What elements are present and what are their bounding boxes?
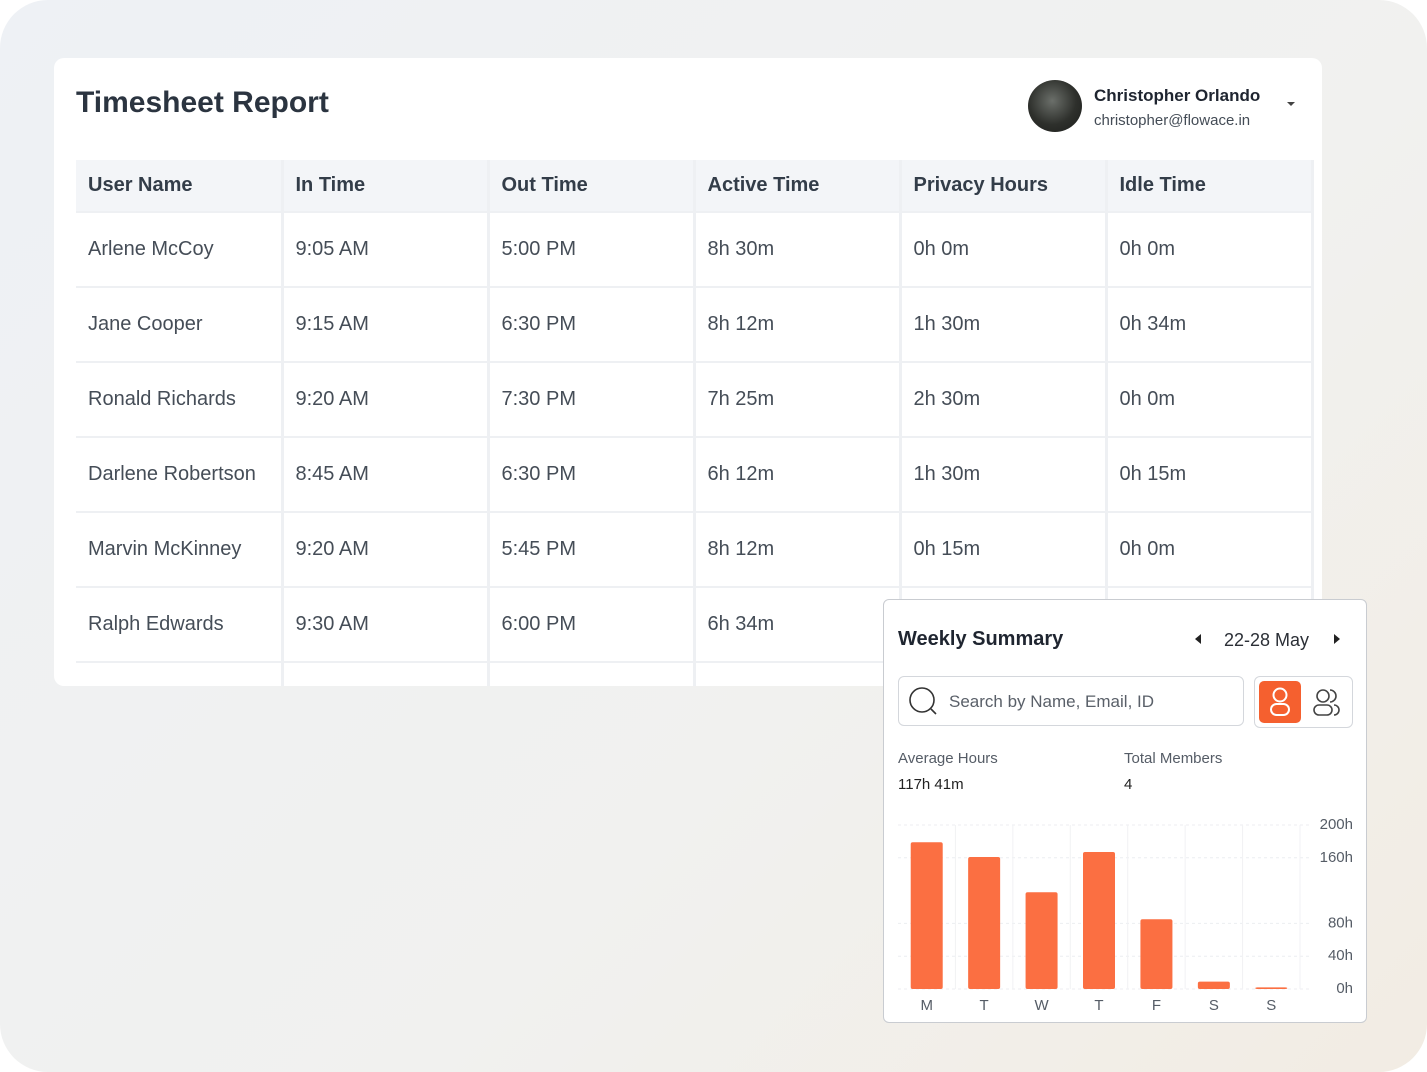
search-icon [909,687,937,715]
table-row: Marvin McKinney 9:20 AM 5:45 PM 8h 12m 0h 15… [76,512,1314,588]
table-row: Darlene Robertson 8:45 AM 6:30 PM 6h 12m 1h … [76,437,1314,513]
user-name: Christopher Orlando [1094,86,1261,105]
bar [1083,852,1115,989]
table-cell: 0h 15m [1106,437,1314,513]
header-row: User Name In Time Out Time Active Time Priva… [76,160,1314,213]
column-header: Idle Time [1106,160,1314,213]
table-cell [282,662,490,686]
stat-value: 117h 41m [898,776,964,793]
summary-title: Weekly Summary [898,628,1064,650]
bar [1255,987,1288,989]
table-cell: 0h 0m [1106,212,1314,288]
column-header: Active Time [694,160,902,213]
bar [910,842,943,989]
column-header: In Time [282,160,490,213]
table-row: Ronald Richards 9:20 AM 7:30 PM 7h 25m 2h 30… [76,362,1314,438]
team-button[interactable] [1309,685,1345,719]
y-tick-label: 0h [1336,980,1353,997]
bar [1025,892,1058,989]
y-tick-label: 160h [1320,849,1353,866]
table-cell: 1h 30m [900,437,1108,513]
column-header: Privacy Hours [900,160,1108,213]
table-cell: 0h 0m [1106,512,1314,588]
table-cell: 5:45 PM [488,512,696,588]
table-cell [76,662,284,686]
single-user-button[interactable] [1259,681,1301,723]
table-cell: 0h 0m [900,212,1108,288]
table-cell: Jane Cooper [76,287,284,363]
next-week[interactable] [1333,634,1341,644]
table-cell: Darlene Robertson [76,437,284,513]
y-tick-label: 40h [1328,947,1353,964]
table-cell: 8h 30m [694,212,902,288]
page-title: Timesheet Report [76,86,329,119]
x-tick-label: S [1209,997,1219,1014]
bar [1197,981,1230,989]
y-tick-label: 200h [1320,816,1353,833]
search-box[interactable]: Search by Name, Email, ID [898,676,1244,726]
table-cell: Ralph Edwards [76,587,284,663]
x-tick-label: M [920,997,933,1014]
table-cell: 2h 30m [900,362,1108,438]
x-tick-label: T [980,997,989,1014]
table-cell: 9:30 AM [282,587,490,663]
table-cell: 6:00 PM [488,587,696,663]
bar [1140,919,1173,989]
table-cell: 8h 12m [694,287,902,363]
dropdown-caret[interactable] [1287,102,1295,106]
table-cell: 8h 12m [694,512,902,588]
avatar[interactable] [1028,80,1082,132]
table-cell: 7h 25m [694,362,902,438]
table-cell [694,662,902,686]
x-tick-label: T [1094,997,1103,1014]
x-tick-label: F [1152,997,1161,1014]
column-header: Out Time [488,160,696,213]
table-cell: 9:15 AM [282,287,490,363]
table-cell: 7:30 PM [488,362,696,438]
table-cell: 1h 30m [900,287,1108,363]
table-cell: 9:20 AM [282,512,490,588]
table-cell: 6h 12m [694,437,902,513]
table-cell: 0h 0m [1106,362,1314,438]
table-cell: Ronald Richards [76,362,284,438]
stat-label: Average Hours [898,750,998,767]
table-cell [488,662,696,686]
search-placeholder: Search by Name, Email, ID [949,692,1155,711]
table-cell: Marvin McKinney [76,512,284,588]
table-cell: 6:30 PM [488,437,696,513]
report-card: Timesheet Report Christopher Orlando chr… [54,58,1322,686]
table-cell: 0h 15m [900,512,1108,588]
table-cell: 0h 34m [1106,287,1314,363]
stat-value: 4 [1124,776,1133,793]
table-cell: 8:45 AM [282,437,490,513]
y-tick-label: 80h [1328,914,1353,931]
table-row: Arlene McCoy 9:05 AM 5:00 PM 8h 30m 0h 0m 0h … [76,212,1314,288]
table-cell: 6:30 PM [488,287,696,363]
view-toggle [1254,676,1353,728]
date-range: 22-28 May [1224,630,1310,650]
table-cell: Arlene McCoy [76,212,284,288]
column-header: User Name [76,160,284,213]
table-cell: 5:00 PM [488,212,696,288]
weekly-chart: 0h 40h 80h 160h 200h M T W T F S S [898,816,1353,1014]
prev-week[interactable] [1194,634,1202,644]
table-cell: 6h 34m [694,587,902,663]
table-cell: 9:20 AM [282,362,490,438]
user-email: christopher@flowace.in [1094,112,1251,129]
table-cell: 9:05 AM [282,212,490,288]
x-tick-label: S [1266,997,1276,1014]
x-tick-label: W [1034,997,1049,1014]
table-row: Jane Cooper 9:15 AM 6:30 PM 8h 12m 1h 30m 0h … [76,287,1314,363]
weekly-summary: Weekly Summary 22-28 May Search by Name,… [883,599,1367,1023]
stat-label: Total Members [1124,750,1223,767]
bar [968,856,1001,989]
